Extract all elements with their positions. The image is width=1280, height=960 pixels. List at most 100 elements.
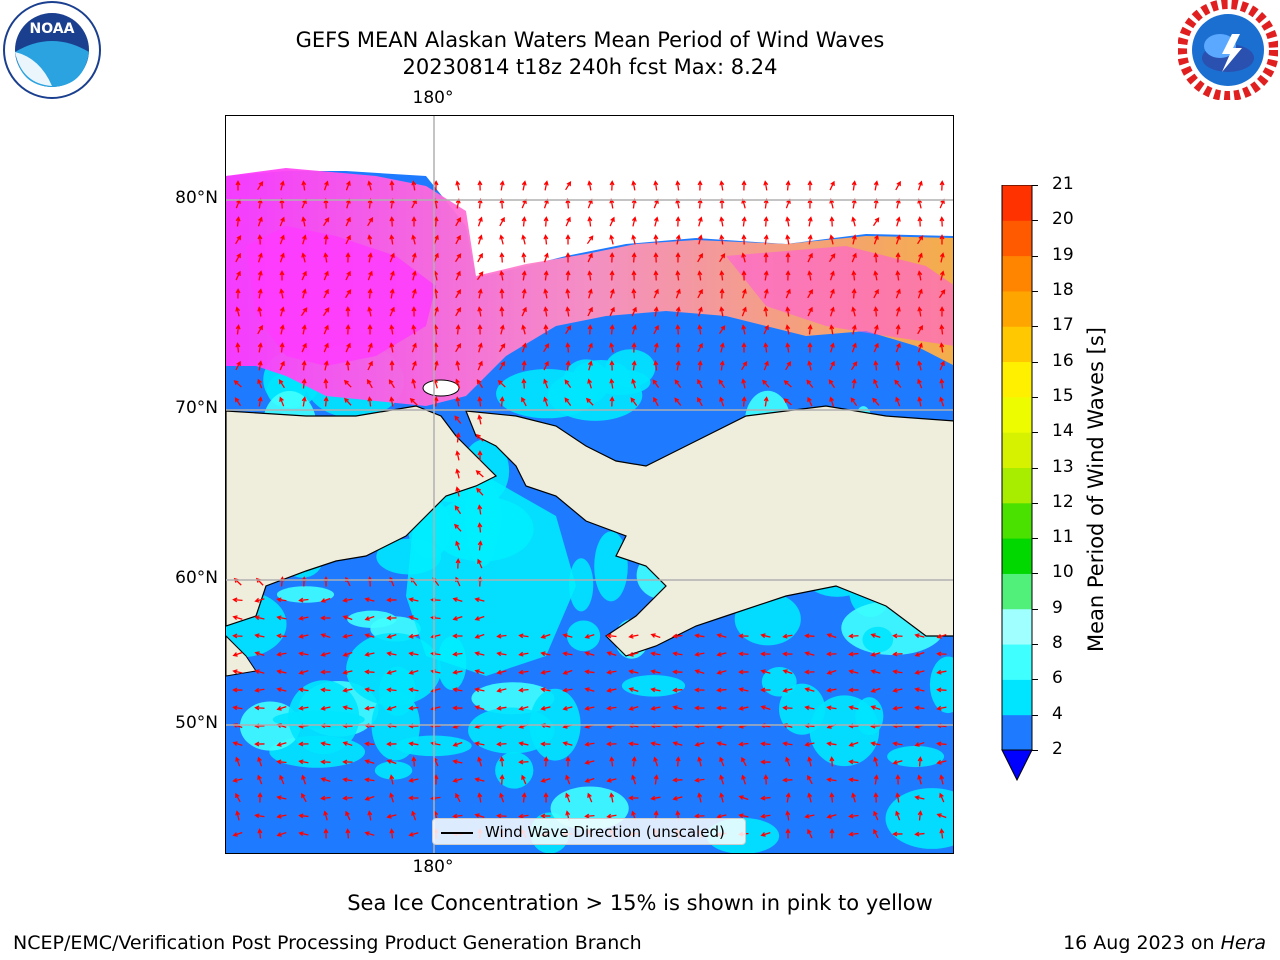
wave-direction-arrow [367, 324, 373, 335]
wave-direction-arrow [719, 756, 725, 767]
wave-direction-arrow [565, 342, 571, 353]
wave-direction-arrow [829, 288, 835, 299]
wave-direction-arrow [675, 342, 681, 353]
wave-direction-arrow [672, 741, 683, 747]
wave-direction-arrow [499, 306, 505, 317]
wave-direction-arrow [279, 216, 285, 227]
wave-direction-arrow [367, 396, 373, 407]
sea-ice-note: Sea Ice Concentration > 15% is shown in … [347, 891, 933, 915]
wave-direction-arrow [782, 705, 793, 711]
wave-direction-arrow [760, 741, 771, 747]
wave-direction-arrow [518, 633, 529, 639]
wave-direction-arrow [476, 379, 484, 389]
wave-direction-arrow [386, 669, 397, 675]
wave-direction-arrow [804, 687, 815, 693]
wave-direction-arrow [389, 270, 395, 281]
wave-direction-arrow [609, 360, 615, 371]
wave-direction-arrow [254, 687, 265, 693]
wave-direction-arrow [518, 741, 529, 747]
wave-direction-arrow [760, 813, 771, 819]
wave-direction-arrow [939, 216, 945, 227]
wave-direction-arrow [477, 558, 483, 569]
wave-direction-arrow [474, 777, 485, 783]
wave-direction-arrow [741, 180, 747, 191]
wave-direction-arrow [233, 380, 242, 388]
wave-direction-arrow [408, 777, 419, 783]
wave-direction-arrow [455, 432, 461, 443]
wave-direction-arrow [411, 378, 417, 389]
wave-direction-arrow [455, 343, 462, 353]
wave-direction-arrow [540, 705, 551, 711]
wave-direction-arrow [697, 216, 703, 227]
wave-direction-arrow [719, 234, 725, 245]
wave-direction-arrow [320, 651, 331, 657]
wave-direction-arrow [565, 216, 571, 227]
wave-direction-arrow [276, 669, 287, 675]
wave-direction-arrow [476, 271, 484, 281]
wave-direction-arrow [279, 180, 285, 191]
wave-direction-arrow [433, 252, 439, 263]
wave-direction-arrow [672, 687, 683, 693]
colorbar-tick-label: 6 [1052, 668, 1063, 689]
wave-direction-arrow [584, 687, 595, 693]
wave-direction-arrow [320, 705, 331, 711]
wave-direction-arrow [518, 813, 529, 819]
wave-direction-arrow [936, 705, 947, 711]
wave-direction-arrow [344, 397, 352, 406]
colorbar-tick-mark [1032, 538, 1038, 540]
wave-direction-arrow [257, 756, 263, 767]
wave-direction-arrow [892, 687, 903, 693]
wave-direction-arrow [364, 669, 375, 675]
wave-direction-arrow [389, 180, 395, 191]
wave-direction-arrow [364, 651, 375, 657]
wave-direction-arrow [872, 397, 880, 406]
cyan-patch [566, 620, 601, 652]
wave-direction-arrow [892, 669, 903, 675]
wave-direction-arrow [564, 379, 572, 389]
wave-direction-arrow [851, 288, 857, 299]
wave-direction-arrow [477, 522, 483, 533]
wave-direction-arrow [386, 615, 397, 621]
wave-direction-arrow [386, 759, 397, 765]
wave-direction-arrow [939, 792, 945, 803]
wave-direction-arrow [543, 756, 549, 767]
cyan-patch [276, 586, 335, 603]
colorbar-tick-label: 18 [1052, 279, 1074, 300]
wave-direction-arrow [232, 705, 243, 711]
wave-direction-arrow [826, 777, 837, 783]
colorbar-tick-mark [1032, 255, 1038, 257]
colorbar-tick-mark [1032, 185, 1038, 186]
wave-direction-arrow [298, 597, 309, 603]
wave-direction-arrow [279, 252, 285, 263]
wave-direction-arrow [389, 342, 395, 353]
wave-direction-arrow [870, 633, 881, 639]
wave-direction-arrow [741, 342, 747, 353]
wave-direction-arrow [279, 342, 285, 353]
wave-direction-arrow [650, 651, 661, 657]
wave-direction-arrow [716, 633, 727, 639]
wave-direction-arrow [828, 253, 836, 263]
wave-direction-arrow [342, 633, 353, 639]
wave-direction-arrow [697, 378, 703, 389]
wave-direction-arrow [848, 831, 859, 837]
wave-direction-arrow [345, 289, 352, 299]
wave-direction-arrow [873, 234, 879, 245]
wave-direction-arrow [741, 378, 747, 389]
lat-label-50: 50°N [175, 713, 218, 733]
wave-direction-arrow [433, 216, 439, 227]
wave-direction-arrow [760, 705, 771, 710]
wave-direction-arrow [719, 792, 725, 803]
colorbar-tick-mark [1032, 573, 1038, 575]
wave-direction-arrow [364, 687, 375, 693]
wave-direction-arrow [301, 324, 307, 335]
wave-direction-arrow [452, 669, 463, 675]
wave-direction-arrow [496, 741, 507, 747]
wave-direction-arrow [257, 792, 263, 803]
wave-direction-arrow [298, 705, 309, 711]
wave-direction-arrow [738, 669, 749, 675]
wave-direction-arrow [719, 360, 725, 371]
wave-direction-arrow [452, 741, 463, 747]
wave-direction-arrow [653, 342, 659, 353]
wave-direction-arrow [498, 343, 506, 353]
wave-direction-arrow [631, 378, 636, 389]
